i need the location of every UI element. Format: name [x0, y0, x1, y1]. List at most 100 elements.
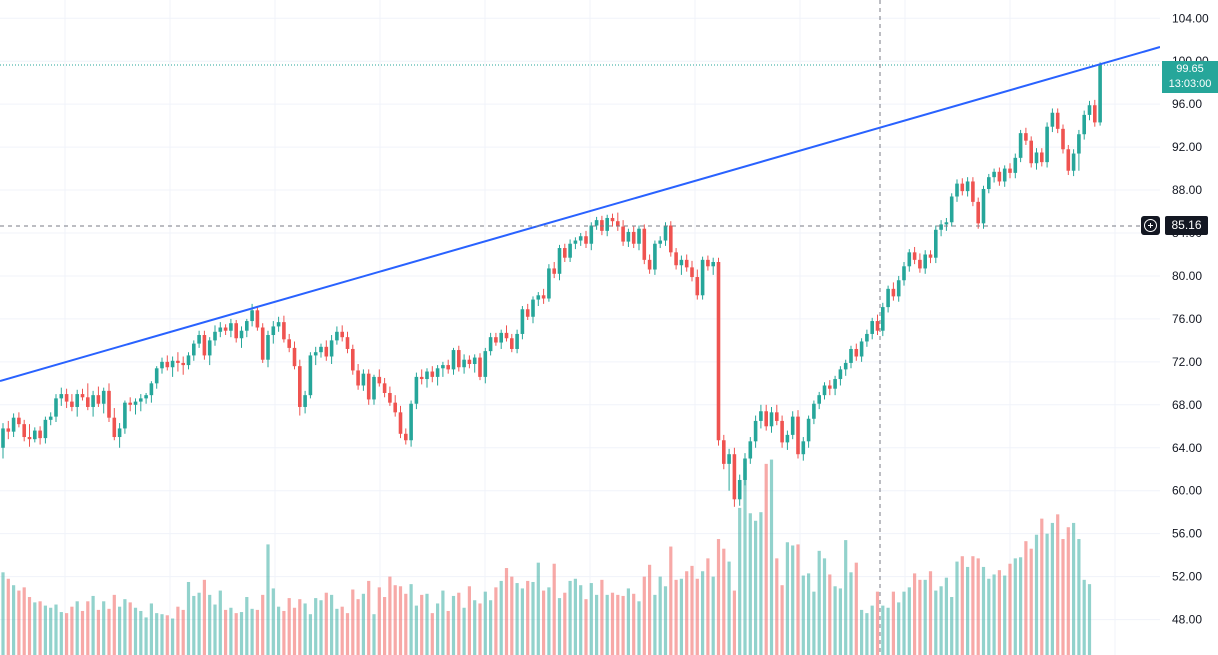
volume-bar	[679, 578, 683, 655]
volume-bar	[573, 578, 577, 655]
candle-body	[483, 351, 488, 377]
plus-circle-icon[interactable]	[1141, 216, 1160, 235]
candle-body	[806, 418, 811, 442]
volume-bar	[1034, 534, 1039, 655]
chart-grid	[0, 0, 1160, 655]
candle-body	[934, 229, 938, 258]
candle-body	[722, 440, 726, 464]
volume-bar	[12, 585, 16, 655]
volume-bar	[695, 578, 699, 655]
candle-body	[117, 428, 122, 438]
candle-body	[1018, 133, 1023, 158]
volume-bar	[812, 591, 816, 655]
candle-body	[329, 340, 334, 357]
volume-bar	[133, 607, 138, 655]
volume-bar	[112, 594, 116, 655]
price-tick-label: 68.00	[1172, 398, 1202, 412]
candle-body	[335, 331, 339, 341]
volume-bar	[436, 603, 440, 655]
volume-bar	[1024, 541, 1028, 655]
volume-bar	[716, 539, 721, 655]
candle-body	[494, 337, 498, 343]
candle-body	[573, 240, 578, 244]
volume-bar	[102, 601, 106, 655]
candle-body	[801, 441, 806, 455]
candle-body	[75, 394, 79, 407]
volume-bar	[891, 591, 895, 655]
volume-bar	[658, 576, 662, 655]
candle-body	[101, 390, 106, 404]
price-axis[interactable]: 104.00100.0096.0092.0088.0084.0080.0076.…	[1160, 0, 1218, 655]
candle-body	[303, 395, 307, 407]
candle-body	[642, 228, 647, 260]
candle-body	[266, 335, 270, 360]
candle-body	[181, 362, 185, 366]
volume-bar	[202, 579, 206, 655]
volume-bar	[70, 606, 74, 655]
volume-bar	[398, 586, 403, 655]
trendline[interactable]	[0, 46, 1161, 382]
volume-bar	[854, 562, 858, 655]
candle-body	[160, 361, 164, 369]
volume-bar	[568, 580, 572, 655]
volume-bar	[1066, 527, 1070, 655]
volume-bar	[732, 590, 736, 655]
candle-body	[891, 288, 896, 297]
volume-bar	[902, 591, 906, 655]
volume-bar	[1082, 579, 1086, 655]
volume-bar	[838, 588, 842, 655]
volume-bar	[897, 602, 901, 655]
volume-bar	[754, 520, 758, 655]
candle-body	[435, 368, 440, 377]
candle-body	[541, 295, 546, 299]
volume-bar	[457, 592, 461, 655]
volume-bar	[1077, 539, 1081, 655]
candle-body	[1024, 133, 1028, 141]
candle-body	[229, 323, 233, 331]
volume-bar	[250, 608, 254, 655]
candle-body	[1045, 126, 1049, 163]
candle-body	[870, 321, 874, 334]
candle-body	[631, 231, 636, 244]
volume-bar	[266, 544, 270, 655]
volume-bar	[165, 615, 169, 655]
candle-body	[669, 225, 673, 253]
volume-bar	[950, 597, 954, 655]
volume-bar	[54, 604, 58, 655]
price-tick-label: 76.00	[1172, 312, 1202, 326]
volume-bar	[955, 561, 959, 655]
volume-bar	[303, 603, 307, 655]
volume-bar	[738, 507, 742, 655]
candle-body	[536, 295, 541, 300]
candle-body	[743, 458, 747, 480]
candle-body	[43, 419, 48, 439]
candle-body	[70, 401, 74, 407]
candle-body	[965, 181, 970, 192]
candle-body	[388, 393, 392, 403]
volume-bar	[441, 590, 445, 655]
candle-body	[48, 416, 53, 420]
candle-body	[1082, 114, 1086, 135]
candle-body	[345, 337, 350, 349]
volume-bar	[314, 598, 318, 655]
candle-body	[451, 350, 456, 370]
volume-bar	[960, 556, 964, 655]
volume-bar	[939, 586, 943, 655]
volume-bar	[1087, 584, 1092, 655]
volume-bar	[43, 605, 47, 655]
candle-body	[520, 309, 525, 334]
candle-body	[764, 411, 768, 427]
volume-bar	[414, 605, 418, 655]
volume-bar	[944, 577, 948, 655]
volume-bar	[351, 589, 355, 655]
candle-body	[80, 394, 85, 398]
volume-bar	[335, 608, 339, 655]
volume-bar	[234, 613, 238, 655]
volume-bar	[610, 592, 615, 655]
candle-body	[462, 359, 466, 368]
volume-bar	[49, 607, 53, 655]
volume-bar	[197, 592, 201, 655]
volume-bar	[467, 586, 471, 655]
candle-body	[112, 417, 117, 438]
